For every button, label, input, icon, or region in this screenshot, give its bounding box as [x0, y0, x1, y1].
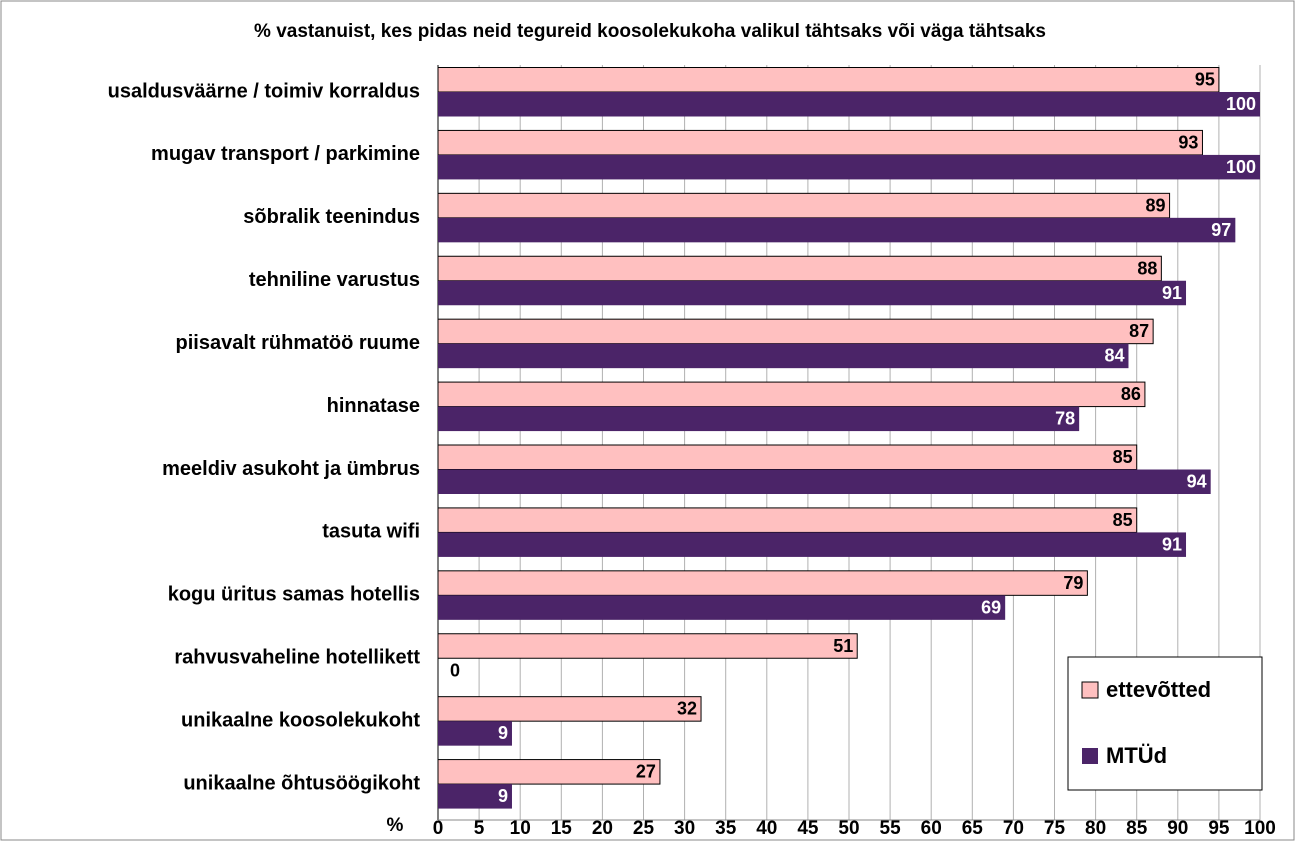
bar [437, 381, 1146, 408]
data-label: 27 [636, 762, 656, 782]
data-label: 91 [1162, 534, 1182, 554]
x-tick-label: 0 [433, 818, 444, 839]
category-label: usaldusväärne / toimiv korraldus [108, 80, 420, 102]
data-label: 32 [677, 699, 697, 719]
category-label: unikaalne koosolekukoht [181, 709, 420, 731]
bar [437, 318, 1154, 345]
bar [437, 759, 661, 785]
x-tick-label: 35 [715, 818, 737, 839]
category-label: piisavalt rühmatöö ruume [176, 332, 421, 354]
x-tick-label: 85 [1126, 818, 1148, 839]
x-tick-label: 80 [1085, 818, 1106, 839]
bar [437, 570, 1088, 596]
x-tick-label: 25 [633, 818, 655, 839]
bar [437, 129, 1203, 156]
legend-label: MTÜd [1106, 743, 1167, 768]
x-tick-label: 90 [1167, 818, 1188, 839]
bar [438, 595, 1006, 620]
category-label: kogu üritus samas hotellis [168, 584, 420, 606]
bar [438, 469, 1211, 494]
bar [437, 633, 858, 659]
legend-swatch [1081, 681, 1099, 699]
bar [438, 343, 1129, 369]
bar [437, 696, 702, 722]
chart-title: % vastanuist, kes pidas neid tegureid ko… [254, 21, 1046, 42]
x-tick-label: 40 [756, 818, 777, 839]
bar [438, 406, 1080, 432]
x-tick-label: 45 [797, 818, 819, 839]
bar [437, 192, 1171, 219]
bar [437, 255, 1162, 282]
category-label: mugav transport / parkimine [151, 143, 420, 165]
x-tick-label: 55 [880, 818, 902, 839]
data-label: 85 [1113, 510, 1133, 530]
category-label: rahvusvaheline hotellikett [174, 647, 420, 669]
category-label: tasuta wifi [322, 521, 420, 543]
x-tick-label: 100 [1244, 818, 1276, 839]
data-label: 69 [981, 597, 1001, 617]
data-label: 100 [1226, 157, 1256, 177]
data-label: 88 [1137, 258, 1157, 278]
bar [438, 532, 1187, 557]
bar [438, 280, 1187, 306]
x-tick-label: 15 [551, 818, 573, 839]
x-tick-label: 20 [592, 818, 613, 839]
bar [438, 217, 1236, 243]
data-label: 78 [1055, 409, 1075, 429]
data-label: 9 [498, 723, 508, 743]
data-label: 87 [1129, 321, 1149, 341]
data-label: 100 [1226, 94, 1256, 114]
bar [438, 721, 512, 746]
x-tick-label: 75 [1044, 818, 1066, 839]
bar [437, 507, 1138, 533]
category-label: hinnatase [327, 395, 420, 417]
data-label: 0 [450, 660, 460, 680]
x-tick-label: 70 [1003, 818, 1024, 839]
legend-label: ettevõtted [1106, 677, 1211, 702]
x-tick-label: 5 [474, 818, 485, 839]
bar [438, 154, 1260, 180]
x-tick-label: 50 [838, 818, 859, 839]
x-tick-label: 65 [962, 818, 984, 839]
x-axis-label: % [387, 815, 404, 836]
x-tick-label: 60 [921, 818, 942, 839]
data-label: 9 [498, 786, 508, 806]
bar [437, 444, 1138, 470]
bar [438, 784, 512, 809]
category-label: tehniline varustus [249, 269, 420, 291]
data-label: 89 [1146, 195, 1166, 215]
data-label: 93 [1178, 132, 1198, 152]
data-label: 85 [1113, 447, 1133, 467]
data-label: 97 [1211, 220, 1231, 240]
x-tick-label: 10 [510, 818, 531, 839]
data-label: 79 [1063, 573, 1083, 593]
category-label: meeldiv asukoht ja ümbrus [162, 458, 420, 480]
data-label: 51 [833, 636, 853, 656]
legend-swatch [1082, 748, 1098, 764]
data-label: 91 [1162, 283, 1182, 303]
x-tick-label: 30 [674, 818, 695, 839]
category-label: unikaalne õhtusöögikoht [183, 772, 420, 794]
data-label: 86 [1121, 384, 1141, 404]
category-label: sõbralik teenindus [243, 206, 420, 228]
bar [437, 67, 1220, 93]
legend-box [1067, 656, 1263, 791]
data-label: 94 [1187, 472, 1207, 492]
bar [438, 92, 1260, 117]
data-label: 84 [1104, 346, 1124, 366]
x-tick-label: 95 [1208, 818, 1230, 839]
data-label: 95 [1195, 70, 1215, 90]
